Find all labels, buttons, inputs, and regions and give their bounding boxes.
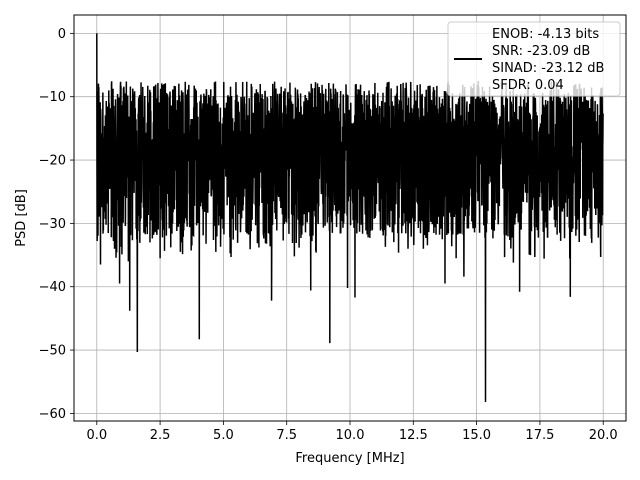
x-tick-label: 20.0 — [589, 428, 618, 443]
x-tick-label: 17.5 — [525, 428, 554, 443]
legend-entry-snr: SNR: -23.09 dB — [492, 44, 590, 59]
x-tick-label: 10.0 — [336, 428, 365, 443]
y-tick-label: −60 — [39, 407, 66, 422]
legend: ENOB: -4.13 bits SNR: -23.09 dB SINAD: -… — [447, 21, 621, 97]
tick-marks — [70, 32, 604, 425]
y-tick-label: −30 — [39, 217, 66, 232]
psd-series-line — [96, 33, 604, 403]
y-axis-label: PSD [dB] — [14, 189, 29, 247]
x-tick-label: 2.5 — [150, 428, 171, 443]
x-tick-label: 7.5 — [276, 428, 297, 443]
psd-trace — [96, 33, 604, 403]
y-tick-label: −20 — [39, 154, 66, 169]
x-tick-label: 0.0 — [86, 428, 107, 443]
y-tick-label: −40 — [39, 280, 66, 295]
legend-box — [447, 21, 621, 97]
x-tick-label: 5.0 — [213, 428, 234, 443]
y-tick-label: −10 — [39, 90, 66, 105]
x-tick-label: 15.0 — [462, 428, 491, 443]
x-tick-label: 12.5 — [399, 428, 428, 443]
legend-entry-sfdr: SFDR: 0.04 — [492, 78, 564, 93]
legend-entry-sinad: SINAD: -23.12 dB — [492, 61, 604, 76]
y-tick-label: −50 — [39, 344, 66, 359]
x-axis-label: Frequency [MHz] — [295, 451, 404, 466]
legend-entry-enob: ENOB: -4.13 bits — [492, 27, 599, 42]
tick-labels: 0.0 2.5 5.0 7.5 10.0 12.5 15.0 17.5 20.0 0 −10 −20 −… — [39, 27, 618, 443]
y-tick-label: 0 — [58, 27, 66, 42]
